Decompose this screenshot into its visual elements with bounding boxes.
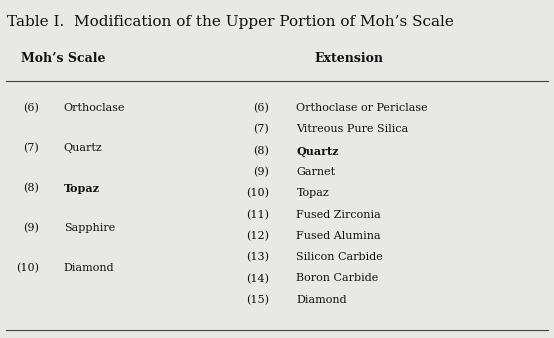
- Text: (14): (14): [245, 273, 269, 284]
- Text: (7): (7): [23, 143, 39, 153]
- Text: (7): (7): [253, 124, 269, 135]
- Text: Boron Carbide: Boron Carbide: [296, 273, 378, 284]
- Text: Silicon Carbide: Silicon Carbide: [296, 252, 383, 262]
- Text: Garnet: Garnet: [296, 167, 336, 177]
- Text: (13): (13): [245, 252, 269, 263]
- Text: Fused Zirconia: Fused Zirconia: [296, 210, 381, 220]
- Text: Topaz: Topaz: [64, 183, 100, 194]
- Text: Quartz: Quartz: [296, 146, 339, 157]
- Text: Table I.  Modification of the Upper Portion of Moh’s Scale: Table I. Modification of the Upper Porti…: [7, 15, 454, 29]
- Text: (10): (10): [16, 263, 39, 273]
- Text: Orthoclase: Orthoclase: [64, 103, 125, 113]
- Text: (12): (12): [245, 231, 269, 241]
- Text: Moh’s Scale: Moh’s Scale: [22, 52, 106, 65]
- Text: (6): (6): [253, 103, 269, 114]
- Text: Diamond: Diamond: [64, 263, 114, 273]
- Text: (11): (11): [245, 210, 269, 220]
- Text: Diamond: Diamond: [296, 295, 347, 305]
- Text: (9): (9): [23, 223, 39, 233]
- Text: (6): (6): [23, 103, 39, 114]
- Text: (10): (10): [245, 188, 269, 199]
- Text: Vitreous Pure Silica: Vitreous Pure Silica: [296, 124, 409, 135]
- Text: (9): (9): [253, 167, 269, 177]
- Text: Fused Alumina: Fused Alumina: [296, 231, 381, 241]
- Text: Topaz: Topaz: [296, 188, 329, 198]
- Text: Extension: Extension: [315, 52, 383, 65]
- Text: (8): (8): [253, 146, 269, 156]
- Text: (8): (8): [23, 183, 39, 193]
- Text: Orthoclase or Periclase: Orthoclase or Periclase: [296, 103, 428, 113]
- Text: Quartz: Quartz: [64, 143, 102, 153]
- Text: Sapphire: Sapphire: [64, 223, 115, 233]
- Text: (15): (15): [245, 295, 269, 305]
